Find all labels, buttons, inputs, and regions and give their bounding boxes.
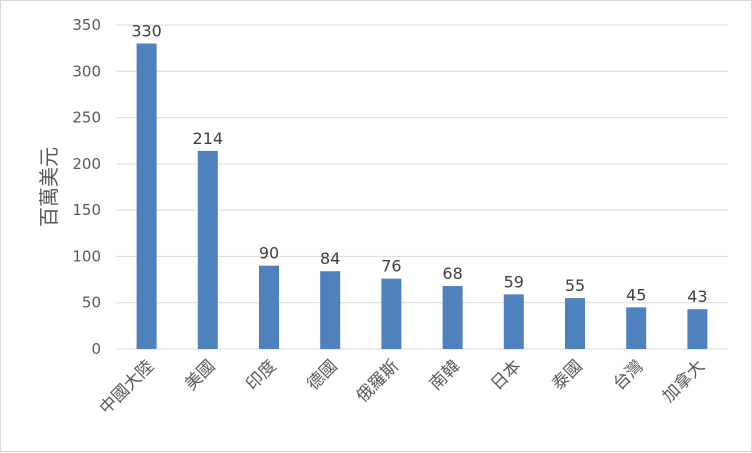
category-label: 德國	[304, 356, 342, 394]
category-label: 印度	[242, 356, 280, 394]
data-label: 43	[687, 287, 707, 306]
bar	[687, 309, 708, 349]
x-axis-categories: 中國大陸 美國 印度 德國 俄羅斯 南韓 日本 泰國 台灣 加拿大	[96, 356, 709, 419]
bar	[320, 271, 341, 349]
y-axis-title: 百萬美元	[37, 147, 61, 227]
data-label: 76	[381, 257, 401, 276]
category-label: 台灣	[610, 356, 648, 394]
y-axis-ticks: 0 50 100 150 200 250 300 350	[72, 16, 101, 358]
y-tick-label: 100	[72, 247, 101, 265]
bar	[503, 294, 524, 349]
bars	[136, 43, 708, 350]
bar	[259, 265, 279, 349]
y-tick-label: 350	[72, 16, 101, 34]
y-tick-label: 200	[72, 155, 101, 173]
data-label: 330	[131, 22, 162, 41]
data-label: 68	[442, 264, 462, 283]
category-label: 加拿大	[658, 356, 709, 407]
y-tick-label: 250	[72, 109, 101, 127]
data-label: 90	[259, 244, 279, 263]
y-tick-label: 150	[72, 201, 101, 219]
data-label: 84	[320, 249, 340, 268]
bar	[136, 43, 157, 350]
bar	[381, 278, 402, 349]
category-label: 日本	[487, 356, 525, 394]
data-label: 55	[565, 276, 585, 295]
gridlines	[116, 24, 728, 350]
data-label: 214	[193, 129, 224, 148]
data-label: 59	[504, 272, 524, 291]
bar	[626, 307, 647, 349]
y-tick-label: 50	[82, 294, 101, 312]
category-label: 俄羅斯	[353, 356, 403, 406]
category-label: 泰國	[548, 356, 586, 394]
bar	[197, 150, 218, 349]
data-label: 45	[626, 285, 646, 304]
data-labels: 330 214 90 84 76 68 59 55 45 43	[131, 22, 707, 307]
bar	[565, 298, 585, 349]
category-label: 南韓	[426, 356, 464, 394]
y-tick-label: 300	[72, 62, 101, 80]
category-label: 美國	[181, 356, 219, 394]
category-label: 中國大陸	[96, 356, 158, 418]
y-tick-label: 0	[91, 340, 101, 358]
bar	[442, 286, 463, 349]
